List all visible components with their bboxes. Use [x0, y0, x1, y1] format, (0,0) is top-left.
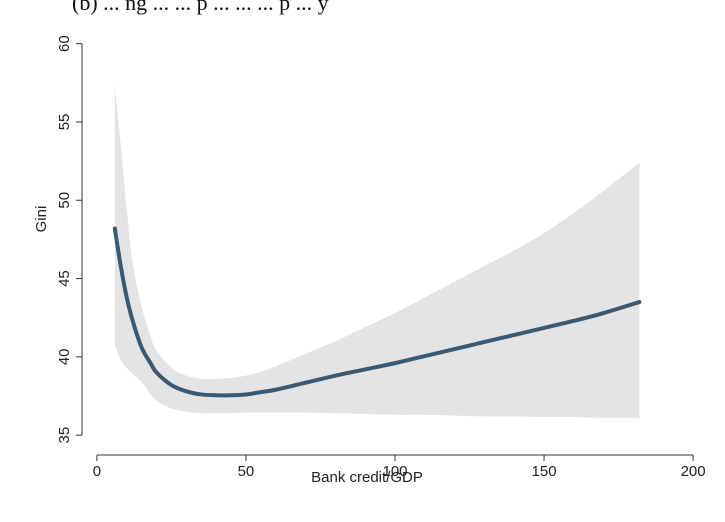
- fitted-line: [112, 226, 642, 398]
- chart-caption: (b) ... ng ... ... p ... ... ... p ... y: [72, 0, 329, 15]
- y-tick-label: 50: [56, 192, 73, 209]
- y-ticks: 35 40 45 50 55 60: [56, 35, 82, 444]
- y-tick-label: 35: [56, 427, 73, 444]
- y-tick-label: 60: [56, 35, 73, 52]
- x-ticks: 0 50 100 150 200: [93, 455, 706, 480]
- y-tick-label: 55: [56, 114, 73, 131]
- x-tick-label: 50: [238, 463, 255, 480]
- x-tick-label: 0: [93, 463, 101, 480]
- y-axis-title: Gini: [33, 206, 50, 233]
- y-tick-label: 45: [56, 270, 73, 287]
- x-tick-label: 200: [681, 463, 706, 480]
- x-tick-label: 150: [532, 463, 557, 480]
- x-tick-label: 100: [382, 463, 407, 480]
- y-tick-label: 40: [56, 349, 73, 366]
- x-axis-title: Bank credit/GDP: [311, 469, 423, 486]
- plot-area: [112, 84, 642, 418]
